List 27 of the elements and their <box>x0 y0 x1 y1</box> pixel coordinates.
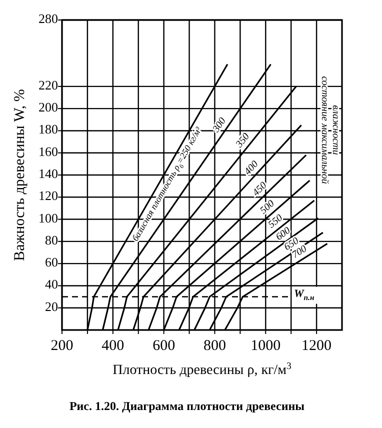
y-tick-label: 40 <box>45 276 58 292</box>
text: 450 <box>250 180 270 199</box>
x-tick-label: 400 <box>102 338 124 354</box>
y-tick-label: 120 <box>38 188 58 204</box>
text: 500 <box>258 198 277 217</box>
x-tick-label: 1000 <box>250 338 281 354</box>
annotation: состояние максимальной влажности <box>319 76 341 184</box>
x-tick-label: 600 <box>152 338 176 354</box>
x-axis-title: Плотность древесины ρ, кг/м$^{3}$ <box>112 360 292 378</box>
y-tick-label: 180 <box>38 122 58 137</box>
y-tick-label: 140 <box>38 166 58 181</box>
y-axis-title: Важность древесины W, % <box>12 89 28 261</box>
x-tick-label: 800 <box>203 338 226 354</box>
y-tick-label: 220 <box>38 77 58 92</box>
x-tick-label: 1200 <box>302 338 332 354</box>
y-tick-label: 20 <box>45 298 58 314</box>
text: 350 <box>234 132 252 151</box>
y-tick-label: 280 <box>38 10 58 26</box>
text: 400 <box>242 159 261 178</box>
text: 300 <box>210 116 229 136</box>
y-tick-label: 60 <box>45 254 58 270</box>
y-tick-label: 80 <box>45 232 58 248</box>
y-tick-label: 160 <box>38 144 58 159</box>
text: Рис. 1.20. Диаграмма плотности древесины <box>69 399 306 413</box>
ref-line-label: W$_{п.н}$ <box>294 287 315 302</box>
y-tick-label: 200 <box>38 100 58 115</box>
y-tick-label: 100 <box>38 210 58 226</box>
